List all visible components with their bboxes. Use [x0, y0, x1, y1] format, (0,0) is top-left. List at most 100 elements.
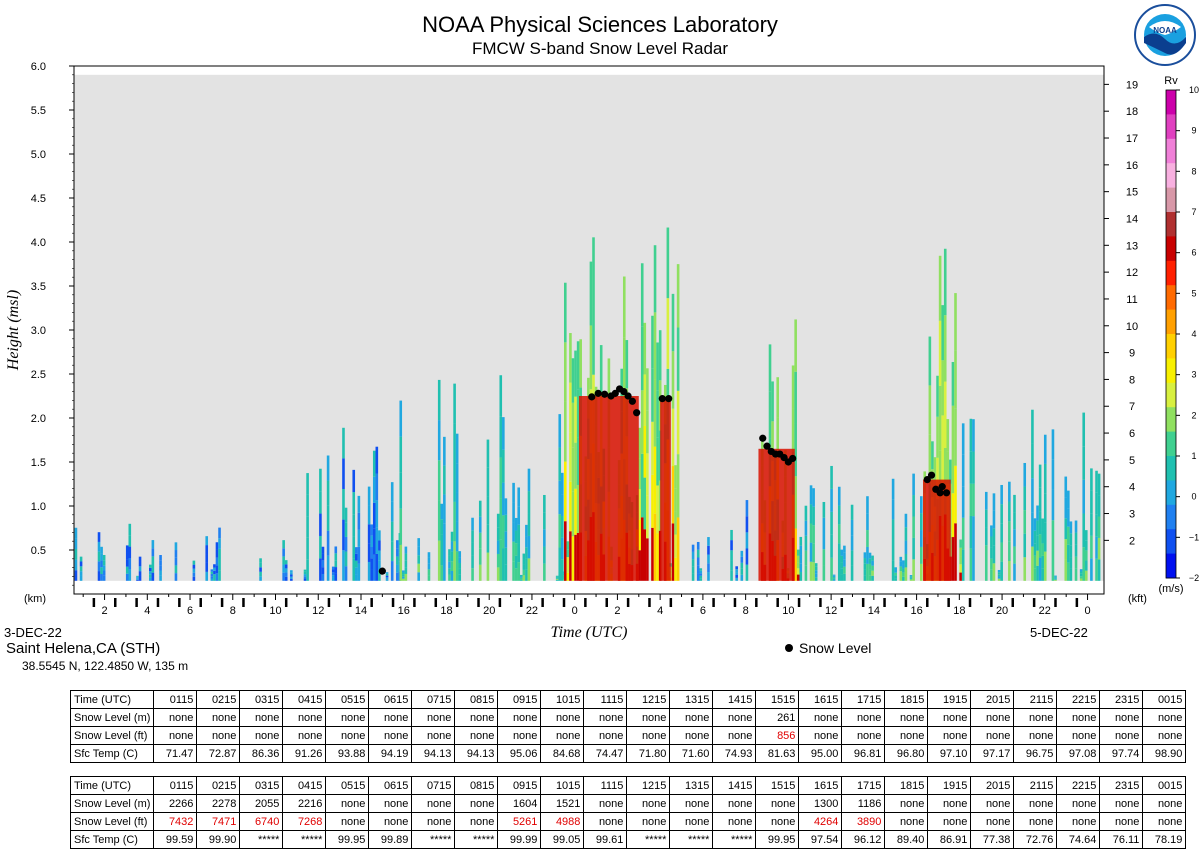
table-cell: 2115	[1013, 776, 1058, 795]
date-start: 3-DEC-22	[4, 625, 62, 640]
table-cell: *****	[712, 830, 757, 849]
table-cell: none	[1013, 708, 1058, 727]
table-cell: 0115	[153, 690, 198, 709]
y-tick-label: 2.0	[31, 413, 46, 425]
table-cell: 98.90	[1142, 744, 1187, 763]
table-cell: 78.19	[1142, 830, 1187, 849]
table-row-label: Sfc Temp (C)	[69, 744, 155, 763]
table-row-label: Time (UTC)	[69, 690, 155, 709]
table-cell: 99.89	[368, 830, 413, 849]
table-cell: none	[153, 726, 198, 745]
colorbar-tick-label: −1	[1189, 532, 1199, 542]
colorbar-segment	[1166, 260, 1176, 286]
colorbar-segment	[1166, 285, 1176, 311]
table-cell: 2015	[970, 776, 1015, 795]
table-cell: 7268	[282, 812, 327, 831]
table-cell: 1315	[669, 690, 714, 709]
radar-echo-texture	[74, 227, 1101, 581]
colorbar-segment	[1166, 163, 1176, 189]
table-cell: none	[239, 726, 284, 745]
colorbar-tick-label: 10	[1189, 85, 1199, 95]
table-cell: 2015	[970, 690, 1015, 709]
snow-level-point	[942, 489, 951, 497]
snow-level-point	[378, 567, 386, 575]
table-cell: 0215	[196, 776, 241, 795]
table-cell: none	[325, 726, 370, 745]
x-tick-label: 14	[355, 605, 367, 617]
table-cell: 2315	[1099, 776, 1144, 795]
x-tick-label: 20	[996, 605, 1008, 617]
colorbar-segment	[1166, 212, 1176, 237]
table-cell: 1615	[798, 776, 843, 795]
x-tick-label: 12	[312, 605, 324, 617]
snow-level-point	[759, 434, 767, 442]
colorbar-segment	[1166, 187, 1176, 213]
colorbar-segment	[1166, 407, 1176, 433]
x-tick-label: 4	[144, 605, 150, 617]
table-cell: none	[1056, 708, 1101, 727]
table-cell: 0815	[454, 690, 499, 709]
table-cell: 0715	[411, 776, 456, 795]
table-cell: none	[497, 726, 542, 745]
table-cell: none	[970, 812, 1015, 831]
table-cell: 96.12	[841, 830, 886, 849]
table-cell: none	[1013, 726, 1058, 745]
table-cell: none	[368, 812, 413, 831]
colorbar-segment	[1166, 431, 1176, 457]
table-cell: *****	[411, 830, 456, 849]
colorbar-tick-label: 3	[1191, 370, 1196, 380]
table-cell: none	[841, 708, 886, 727]
kft-tick-label: 9	[1129, 348, 1135, 360]
table-cell: none	[540, 726, 585, 745]
colorbar-tick-label: 7	[1191, 207, 1196, 217]
table-cell: 6740	[239, 812, 284, 831]
table-cell: 72.76	[1013, 830, 1058, 849]
colorbar-tick-label: 1	[1191, 451, 1196, 461]
kft-tick-label: 12	[1126, 267, 1138, 279]
table-cell: 71.80	[626, 744, 671, 763]
snow-level-point	[658, 395, 666, 403]
table-cell: 99.95	[325, 830, 370, 849]
x-tick-label: 0	[1084, 605, 1090, 617]
x-tick-label: 6	[700, 605, 706, 617]
kft-tick-label: 18	[1126, 106, 1138, 118]
y-unit-right: (kft)	[1128, 593, 1147, 605]
x-tick-label: 8	[743, 605, 749, 617]
table-cell: 74.47	[583, 744, 628, 763]
table-cell: none	[1099, 812, 1144, 831]
y-axis-right: 19 18 17 16 15 14 13 12 11 10 9 8 7 6 5 4 3 2	[1104, 79, 1138, 547]
snow-level-point	[665, 395, 673, 403]
y-tick-label: 5.5	[31, 105, 46, 117]
table-cell: 1115	[583, 776, 628, 795]
table-cell: none	[1056, 726, 1101, 745]
x-tick-label: 16	[910, 605, 922, 617]
table-cell: none	[712, 812, 757, 831]
colorbar-segment	[1166, 504, 1176, 530]
table-cell: 1815	[884, 690, 929, 709]
table-cell: 93.88	[325, 744, 370, 763]
table-cell: none	[669, 812, 714, 831]
table-cell: 96.80	[884, 744, 929, 763]
x-tick-label: 4	[657, 605, 663, 617]
table-cell: 96.81	[841, 744, 886, 763]
colorbar-tick-label: −2	[1189, 573, 1199, 583]
table-cell: none	[970, 794, 1015, 813]
table-cell: 72.87	[196, 744, 241, 763]
y-tick-label: 5.0	[31, 149, 46, 161]
site-coords: 38.5545 N, 122.4850 W, 135 m	[22, 659, 189, 673]
x-tick-label: 10	[269, 605, 281, 617]
table-cell: 0515	[325, 690, 370, 709]
table-row-label: Snow Level (m)	[69, 794, 155, 813]
table-cell: none	[282, 708, 327, 727]
table-cell: none	[669, 726, 714, 745]
kft-tick-label: 8	[1129, 374, 1135, 386]
table-cell: none	[196, 726, 241, 745]
snow-level-point	[624, 392, 632, 400]
table-cell: 94.13	[454, 744, 499, 763]
table-cell: 84.68	[540, 744, 585, 763]
kft-tick-label: 5	[1129, 455, 1135, 467]
table-row-label: Snow Level (ft)	[69, 726, 155, 745]
date-end: 5-DEC-22	[1030, 625, 1088, 640]
y-tick-label: 4.5	[31, 193, 46, 205]
table-cell: 5261	[497, 812, 542, 831]
